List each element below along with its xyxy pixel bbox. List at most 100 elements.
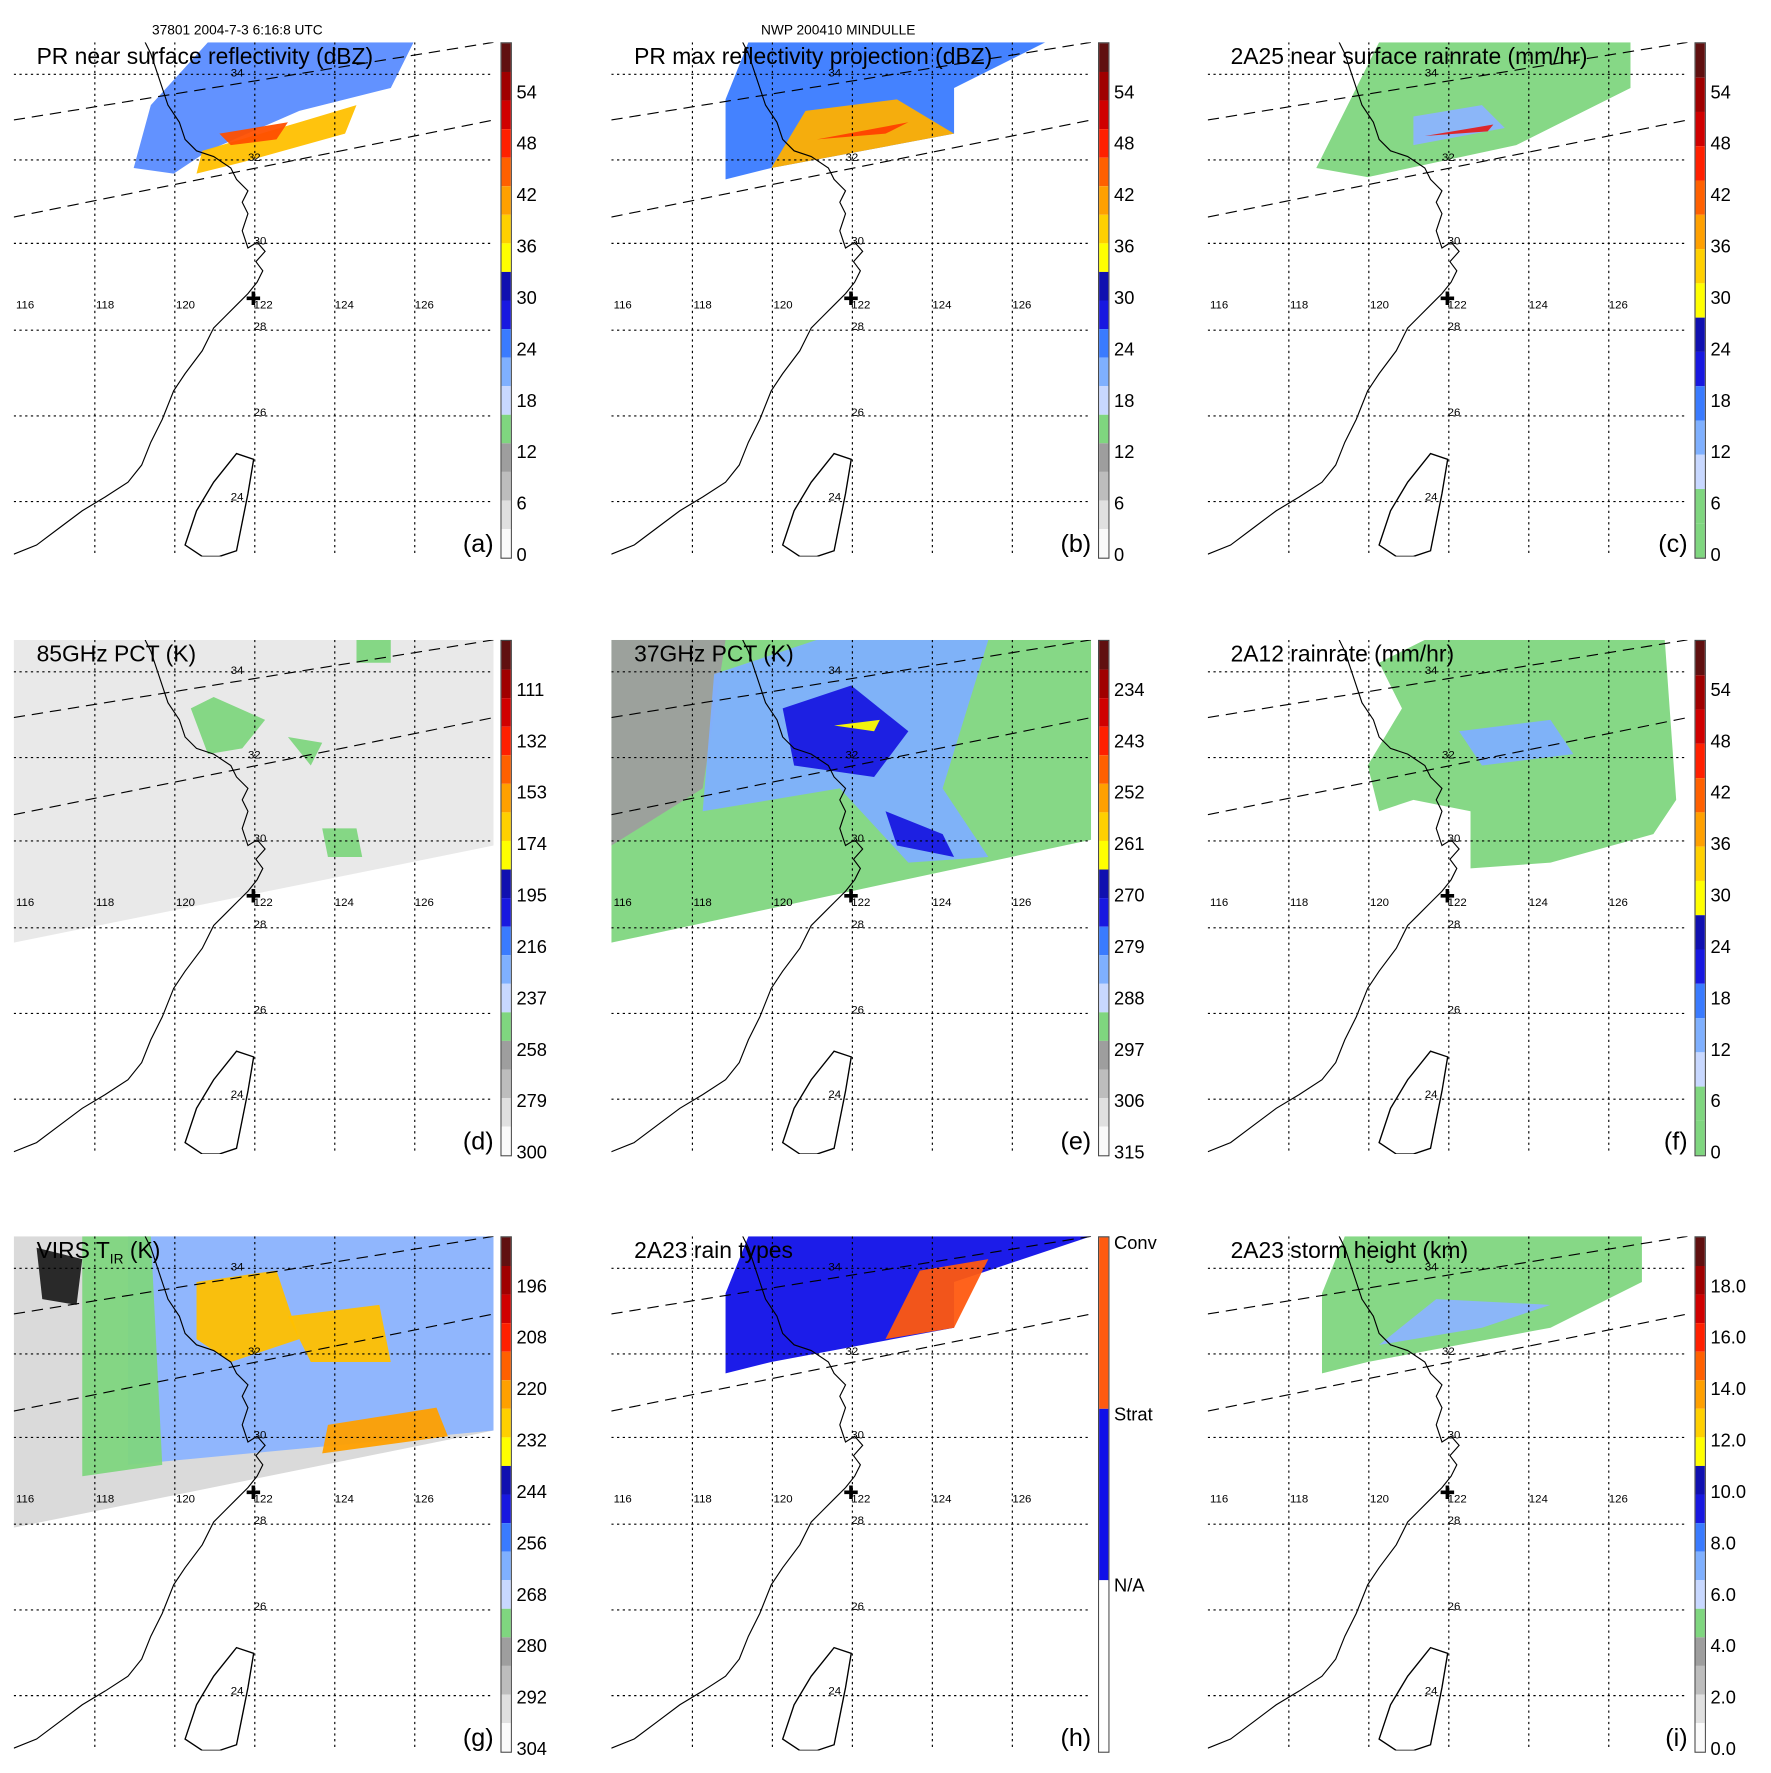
colorbar-tick-label: 24 bbox=[1114, 340, 1135, 360]
swath-edge bbox=[611, 119, 1092, 218]
map-canvas: ✚ bbox=[611, 639, 1092, 1155]
latitude-label: 28 bbox=[253, 321, 267, 334]
station-marker-icon: ✚ bbox=[246, 288, 261, 309]
longitude-label: 126 bbox=[1608, 896, 1628, 910]
data-region bbox=[1424, 124, 1494, 136]
panel-title: 2A23 storm height (km) bbox=[1231, 1239, 1469, 1265]
latitude-label: 30 bbox=[851, 1429, 864, 1442]
swath-edge bbox=[611, 42, 1092, 121]
colorbar-segment bbox=[1099, 414, 1109, 444]
latitude-label: 34 bbox=[828, 67, 842, 80]
map-canvas: ✚ bbox=[13, 42, 494, 557]
colorbar-segment bbox=[501, 1723, 511, 1752]
colorbar-segment bbox=[1695, 454, 1705, 490]
colorbar-segment bbox=[1695, 1052, 1705, 1087]
longitude-label: 124 bbox=[334, 1493, 354, 1506]
latitude-label: 26 bbox=[253, 1600, 267, 1614]
colorbar-segment bbox=[1695, 283, 1705, 318]
colorbar-segment bbox=[501, 983, 511, 1013]
data-region bbox=[1379, 1299, 1551, 1345]
latitude-label: 34 bbox=[230, 664, 244, 678]
colorbar-tick-label: 54 bbox=[516, 83, 537, 103]
colorbar-segment bbox=[501, 1465, 511, 1495]
latitude-label: 26 bbox=[851, 1004, 864, 1017]
latitude-label: 24 bbox=[1424, 491, 1438, 504]
colorbar-segment bbox=[1099, 157, 1109, 187]
swath-edge bbox=[13, 716, 494, 816]
colorbar-segment bbox=[501, 840, 511, 870]
colorbar-segment bbox=[1695, 420, 1705, 455]
data-region bbox=[190, 696, 266, 755]
data-region bbox=[782, 685, 909, 777]
latitude-label: 30 bbox=[851, 832, 864, 846]
colorbar-tick-label: 42 bbox=[516, 186, 537, 206]
colorbar-tick-label: 42 bbox=[1710, 783, 1731, 804]
latitude-label: 34 bbox=[230, 67, 244, 80]
taiwan-coastline bbox=[781, 1646, 853, 1751]
latitude-label: 32 bbox=[845, 151, 859, 165]
colorbar-segment bbox=[501, 1351, 511, 1381]
taiwan-coastline bbox=[1378, 1646, 1449, 1751]
longitude-label: 126 bbox=[414, 299, 434, 312]
map-e: ✚ bbox=[611, 639, 1092, 1155]
colorbar-tick-label: 36 bbox=[1114, 237, 1135, 258]
coastline bbox=[611, 639, 864, 1153]
data-region bbox=[885, 1259, 989, 1340]
longitude-label: 120 bbox=[773, 896, 793, 910]
latitude-label: 30 bbox=[253, 1429, 267, 1442]
colorbar-tick-label: 6 bbox=[1710, 494, 1721, 515]
colorbar-segment bbox=[501, 43, 511, 72]
colorbar-segment bbox=[1099, 869, 1109, 899]
map-canvas: ✚ bbox=[611, 42, 1092, 557]
station-marker-icon: ✚ bbox=[1440, 886, 1455, 907]
colorbar-segment bbox=[501, 1523, 511, 1552]
colorbar-tick-label: 270 bbox=[1114, 886, 1145, 907]
colorbar-tick-label: 12 bbox=[1710, 443, 1731, 463]
colorbar-tick-label: 48 bbox=[1710, 134, 1731, 155]
colorbar-tick-label: 18 bbox=[1710, 391, 1731, 412]
colorbar-segment bbox=[501, 755, 511, 784]
longitude-label: 126 bbox=[1608, 1493, 1628, 1506]
colorbar-segment bbox=[1695, 1465, 1705, 1495]
colorbar-tick-label: 256 bbox=[516, 1534, 547, 1554]
colorbar-segment bbox=[1695, 1580, 1705, 1609]
colorbar-segment bbox=[1695, 778, 1705, 813]
colorbar-segment bbox=[1099, 100, 1109, 130]
panel-title-text: 37GHz PCT (K) bbox=[634, 642, 794, 668]
colorbar-segment bbox=[501, 1494, 511, 1524]
coastline bbox=[1207, 639, 1460, 1153]
colorbar-tick-label: 48 bbox=[1114, 134, 1135, 155]
latitude-label: 24 bbox=[230, 1088, 244, 1102]
colorbar-tick-label: 268 bbox=[516, 1585, 547, 1606]
data-region bbox=[611, 639, 726, 846]
colorbar-segment bbox=[1099, 71, 1109, 101]
colorbar-tick-label: 8.0 bbox=[1710, 1534, 1736, 1554]
latitude-label: 30 bbox=[253, 832, 267, 846]
colorbar-tick-label: 6 bbox=[516, 494, 527, 515]
longitude-label: 126 bbox=[1012, 1493, 1032, 1506]
longitude-label: 124 bbox=[334, 896, 354, 910]
colorbar-segment bbox=[1695, 1294, 1705, 1324]
swath-edge bbox=[1207, 639, 1688, 719]
latitude-label: 26 bbox=[253, 406, 267, 420]
longitude-label: 116 bbox=[613, 1493, 632, 1506]
colorbar-segment bbox=[1695, 523, 1705, 558]
colorbar-tick-label: 232 bbox=[516, 1431, 547, 1452]
swath-edge bbox=[13, 42, 494, 121]
colorbar-segment bbox=[501, 1266, 511, 1295]
colorbar-tick-label: Conv bbox=[1114, 1234, 1157, 1254]
data-region bbox=[322, 1407, 448, 1454]
colorbar-segment bbox=[1695, 1237, 1705, 1267]
colorbar-segment bbox=[1099, 898, 1109, 927]
colorbar-segment bbox=[1695, 1018, 1705, 1053]
colorbar-tick-label: 0 bbox=[516, 546, 527, 566]
latitude-label: 24 bbox=[1424, 1685, 1438, 1698]
panel-g: ✚ 116 118 120 122 124 126 34 32 30 28 26 24 VIRS TIR … bbox=[13, 1236, 562, 1773]
latitude-label: 26 bbox=[851, 1600, 864, 1614]
colorbar-tick-label: 315 bbox=[1114, 1143, 1145, 1164]
colorbar bbox=[500, 42, 512, 559]
colorbar-tick-label: 24 bbox=[1710, 340, 1731, 360]
panel-title: 2A25 near surface rainrate (mm/hr) bbox=[1231, 45, 1588, 71]
colorbar-tick-label: 36 bbox=[516, 237, 537, 258]
longitude-label: 126 bbox=[1608, 299, 1628, 312]
